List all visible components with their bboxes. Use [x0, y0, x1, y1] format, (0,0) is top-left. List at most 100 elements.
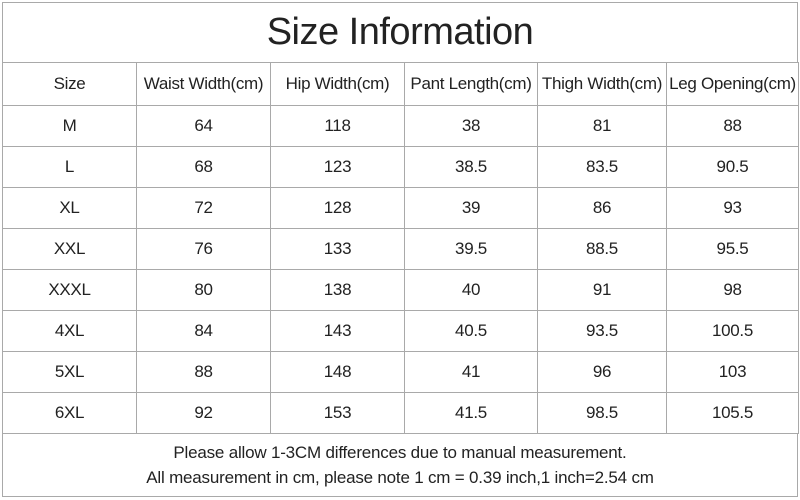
- table-cell-text: 88: [723, 116, 742, 135]
- table-cell-text: 64: [194, 116, 213, 135]
- footer-line: Please allow 1-3CM differences due to ma…: [173, 443, 627, 462]
- table-cell: 76: [136, 228, 271, 270]
- table-cell-text: 6XL: [54, 403, 85, 422]
- table-cell-text: 98.5: [586, 403, 618, 422]
- table-cell: 118: [270, 105, 405, 147]
- table-cell-text: 4XL: [54, 321, 85, 340]
- table-cell: 81: [537, 105, 667, 147]
- table-cell: 96: [537, 351, 667, 393]
- title: Size Information: [266, 11, 534, 53]
- table-cell-text: 38: [461, 116, 481, 135]
- table-cell-text: 41: [461, 362, 481, 381]
- table-cell: 38.5: [404, 146, 538, 188]
- table-cell-text: L: [64, 157, 75, 176]
- table-cell: XXXL: [2, 269, 137, 311]
- header-cell-text: Thigh Width(cm): [541, 74, 663, 93]
- table-cell: 95.5: [666, 228, 799, 270]
- table-cell-text: 118: [324, 116, 351, 135]
- table-cell-text: 83.5: [586, 157, 618, 176]
- table-cell: 105.5: [666, 392, 799, 434]
- table-cell-text: XXXL: [48, 280, 91, 299]
- table-cell: 153: [270, 392, 405, 434]
- table-cell-text: XXL: [53, 239, 86, 258]
- table-cell-text: 81: [592, 116, 612, 135]
- table-cell: 41.5: [404, 392, 538, 434]
- table-cell-text: 133: [323, 239, 352, 258]
- table-cell: 133: [270, 228, 405, 270]
- table-cell-text: 88: [194, 362, 213, 381]
- header-cell: Hip Width(cm): [270, 62, 405, 106]
- table-cell-text: 153: [323, 403, 352, 422]
- table-cell: 40: [404, 269, 538, 311]
- table-cell: XL: [2, 187, 137, 229]
- table-cell: 40.5: [404, 310, 538, 352]
- header-cell-text: Hip Width(cm): [285, 74, 390, 93]
- title-row: Size Information: [2, 2, 798, 63]
- table-cell: 103: [666, 351, 799, 393]
- table-cell: 83.5: [537, 146, 667, 188]
- table-cell: 88: [666, 105, 799, 147]
- table-cell: 148: [270, 351, 405, 393]
- table-cell-text: 76: [194, 239, 213, 258]
- table-cell: L: [2, 146, 137, 188]
- table-cell: 88: [136, 351, 271, 393]
- table-cell-text: 72: [194, 198, 213, 217]
- table-cell: 138: [270, 269, 405, 311]
- table-cell: XXL: [2, 228, 137, 270]
- header-cell-text: Waist Width(cm): [143, 74, 264, 93]
- table-cell: 98.5: [537, 392, 667, 434]
- header-cell: Waist Width(cm): [136, 62, 271, 106]
- header-cell: Size: [2, 62, 137, 106]
- header-cell-text: Pant Length(cm): [410, 74, 532, 93]
- table-cell-text: 68: [194, 157, 213, 176]
- table-cell-text: 90.5: [716, 157, 749, 176]
- table-cell: 100.5: [666, 310, 799, 352]
- table-cell-text: 5XL: [54, 362, 85, 381]
- table-cell: 5XL: [2, 351, 137, 393]
- footer-row: Please allow 1-3CM differences due to ma…: [2, 433, 798, 497]
- table-cell: 84: [136, 310, 271, 352]
- table-cell-text: 93: [723, 198, 742, 217]
- table-cell: 143: [270, 310, 405, 352]
- table-cell: 6XL: [2, 392, 137, 434]
- table-cell: M: [2, 105, 137, 147]
- table-cell-text: 41.5: [455, 403, 487, 422]
- table-cell-text: 40.5: [455, 321, 487, 340]
- table-cell-text: 103: [718, 362, 747, 381]
- table-cell-text: 123: [323, 157, 352, 176]
- table-cell: 86: [537, 187, 667, 229]
- table-cell-text: 148: [323, 362, 352, 381]
- table-cell: 88.5: [537, 228, 667, 270]
- table-cell: 38: [404, 105, 538, 147]
- table-cell-text: 128: [323, 198, 352, 217]
- table-cell-text: 96: [592, 362, 612, 381]
- table-cell-text: 93.5: [586, 321, 618, 340]
- table-cell-text: 105.5: [711, 403, 754, 422]
- header-cell-text: Leg Opening(cm): [669, 74, 796, 93]
- table-cell-text: 95.5: [716, 239, 749, 258]
- table-cell-text: 98: [723, 280, 742, 299]
- table-cell-text: 84: [194, 321, 213, 340]
- table-cell-text: 40: [461, 280, 481, 299]
- table-cell: 91: [537, 269, 667, 311]
- table-cell: 80: [136, 269, 271, 311]
- table-cell-text: 138: [323, 280, 352, 299]
- table-cell: 41: [404, 351, 538, 393]
- table-cell-text: 92: [194, 403, 213, 422]
- header-cell: Thigh Width(cm): [537, 62, 667, 106]
- table-cell-text: 39: [461, 198, 481, 217]
- table-cell-text: 80: [194, 280, 213, 299]
- header-cell: Leg Opening(cm): [666, 62, 799, 106]
- table-cell-text: 88.5: [586, 239, 618, 258]
- table-cell-text: 91: [592, 280, 612, 299]
- footer-line: All measurement in cm, please note 1 cm …: [146, 468, 654, 487]
- table-cell: 68: [136, 146, 271, 188]
- table-cell: 92: [136, 392, 271, 434]
- table-cell-text: 100.5: [711, 321, 754, 340]
- table-cell: 128: [270, 187, 405, 229]
- table-cell-text: 86: [592, 198, 612, 217]
- header-cell-text: Size: [53, 74, 86, 93]
- table-cell-text: 39.5: [455, 239, 487, 258]
- table-cell: 123: [270, 146, 405, 188]
